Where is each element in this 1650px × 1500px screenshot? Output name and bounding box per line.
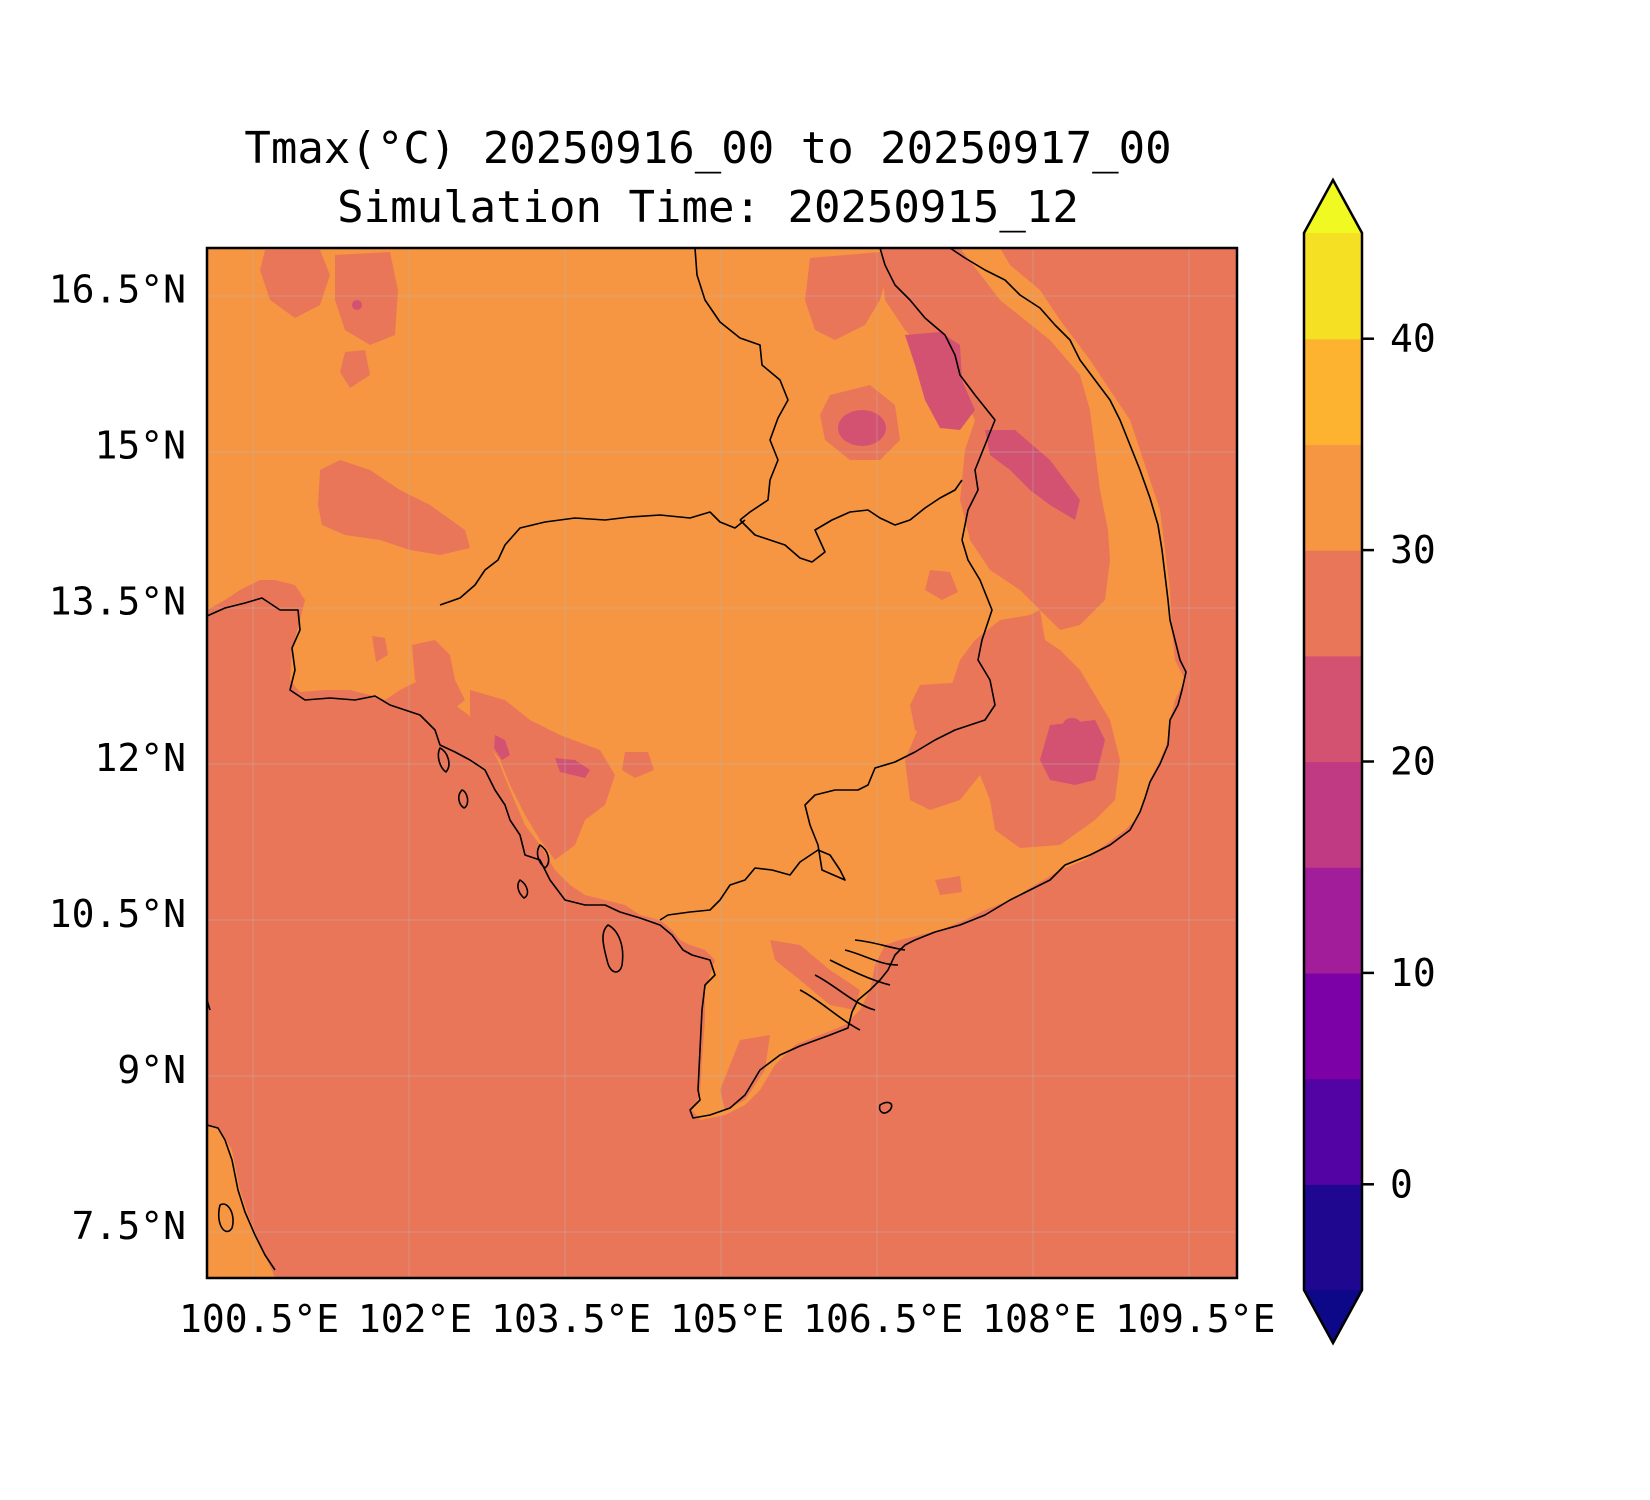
colorbar-band xyxy=(1304,1184,1362,1291)
colorbar-band xyxy=(1304,444,1362,551)
x-tick-label: 100.5°E xyxy=(179,1297,339,1341)
colorbar-band xyxy=(1304,233,1362,340)
x-tick-label: 105°E xyxy=(670,1297,784,1341)
islands-kong xyxy=(437,747,469,809)
map-frame xyxy=(205,246,1239,1280)
colorbar-under-triangle xyxy=(1304,1290,1362,1343)
graticule xyxy=(207,248,1237,1278)
island-con-dao xyxy=(878,1101,893,1114)
land-temperature-field xyxy=(207,248,1185,1120)
map-panel xyxy=(207,248,1237,1278)
map-title-line1: Tmax(°C) 20250916_00 to 20250917_00 xyxy=(244,123,1171,174)
x-axis-ticks: 100.5°E 102°E 103.5°E 105°E 106.5°E 108°E 109.… xyxy=(179,1297,1276,1341)
y-tick-label: 10.5°N xyxy=(49,892,186,936)
y-tick-label: 15°N xyxy=(94,424,186,468)
border-cambodia-vietnam xyxy=(659,539,996,921)
coastline-gulf-of-thailand xyxy=(207,248,1187,1119)
islands-cambodia-coast xyxy=(517,844,550,899)
colorbar: 0 10 20 30 40 xyxy=(1302,177,1436,1346)
mekong-delta-distributaries xyxy=(799,939,906,1031)
colorbar-band xyxy=(1304,972,1362,1080)
border-cambodia-laos xyxy=(739,479,963,563)
y-tick-label: 16.5°N xyxy=(49,268,186,312)
colorbar-band xyxy=(1304,1078,1362,1185)
y-tick-label: 7.5°N xyxy=(72,1204,186,1248)
colorbar-over-triangle xyxy=(1304,180,1362,233)
colorbar-tick-label: 20 xyxy=(1390,740,1436,784)
x-tick-label: 102°E xyxy=(358,1297,472,1341)
colorbar-outline xyxy=(1302,177,1364,1346)
border-laos-vietnam xyxy=(879,248,996,541)
border-thailand-cambodia xyxy=(439,511,746,606)
coastline-malaysia-islands xyxy=(218,1203,234,1233)
coastlines-and-borders xyxy=(207,248,1187,1271)
y-axis-ticks: 16.5°N 15°N 13.5°N 12°N 10.5°N 9°N 7.5°N xyxy=(49,268,186,1248)
colorbar-band xyxy=(1304,550,1362,657)
border-thailand-laos xyxy=(694,248,789,521)
colorbar-tick-label: 0 xyxy=(1390,1162,1413,1206)
x-tick-label: 103.5°E xyxy=(491,1297,651,1341)
colorbar-tick-label: 10 xyxy=(1390,951,1436,995)
x-tick-label: 109.5°E xyxy=(1115,1297,1275,1341)
colorbar-tick-label: 40 xyxy=(1390,317,1436,361)
x-tick-label: 108°E xyxy=(982,1297,1096,1341)
colorbar-band xyxy=(1304,338,1362,445)
map-title-line2: Simulation Time: 20250915_12 xyxy=(337,182,1079,233)
colorbar-tick-label: 30 xyxy=(1390,528,1436,572)
colorbar-band xyxy=(1304,867,1362,974)
y-tick-label: 12°N xyxy=(94,736,186,780)
colorbar-band xyxy=(1304,655,1362,763)
coolest-temperature-patches xyxy=(352,300,1105,785)
island-phu-quoc xyxy=(602,924,624,973)
x-tick-label: 106.5°E xyxy=(803,1297,963,1341)
y-tick-label: 9°N xyxy=(117,1048,186,1092)
coastline-malaysia xyxy=(207,1124,276,1271)
y-tick-label: 13.5°N xyxy=(49,580,186,624)
colorbar-band xyxy=(1304,761,1362,868)
